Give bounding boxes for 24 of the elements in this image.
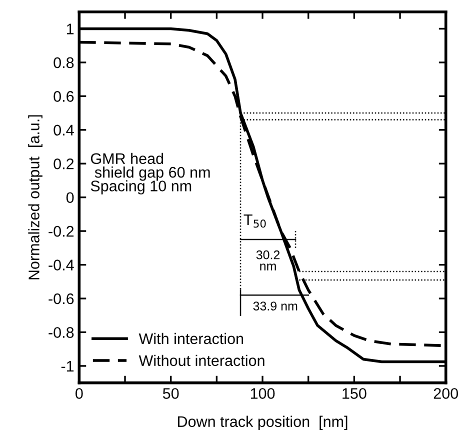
y-tick-label: -0.2 <box>48 226 74 237</box>
y-tick-label: 0.2 <box>54 158 74 170</box>
x-tick-label: 0 <box>76 388 83 399</box>
annotation: 30.2 nm <box>256 250 280 270</box>
y-axis-title: Normalized output [a.u.] <box>28 115 42 280</box>
x-tick-label: 150 <box>342 388 366 399</box>
x-tick-label: 200 <box>434 388 458 399</box>
x-tick-label: 50 <box>162 388 179 399</box>
y-tick-label: -0.6 <box>48 293 74 304</box>
y-tick-label: 0.6 <box>54 91 74 102</box>
y-tick-label: -0.4 <box>48 260 74 270</box>
annotation: 33.9 nm <box>253 302 298 310</box>
x-axis-title: Down track position [nm] <box>178 416 348 430</box>
y-tick-label: -0.8 <box>48 327 74 338</box>
y-tick-label: 1 <box>66 24 74 34</box>
x-tick-label: 100 <box>250 388 275 399</box>
legend-label: Without interaction <box>138 354 264 366</box>
annotation: T$_{50}$ <box>244 214 266 228</box>
legend-label: With interaction <box>138 332 244 344</box>
y-tick-label: 0 <box>66 192 74 204</box>
y-tick-label: 0.8 <box>54 57 74 68</box>
annotation: GMR head shield gap 60 nm Spacing 10 nm <box>90 152 210 194</box>
y-tick-label: 0.4 <box>54 124 74 136</box>
y-tick-label: -1 <box>61 360 74 372</box>
